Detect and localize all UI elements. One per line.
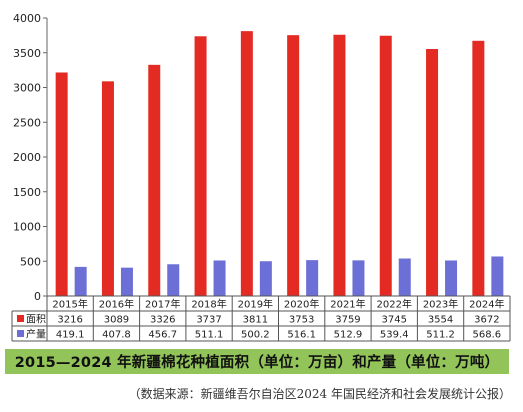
bar-output bbox=[445, 260, 458, 296]
data-value-label: 3554 bbox=[428, 315, 453, 326]
data-value-label: 3737 bbox=[196, 315, 221, 326]
bar-output bbox=[259, 261, 272, 296]
bars bbox=[55, 31, 504, 297]
y-tick-label: 3500 bbox=[13, 47, 41, 60]
bar-area bbox=[101, 81, 114, 296]
bar-area bbox=[472, 40, 485, 296]
legend-label: 面积 bbox=[26, 314, 46, 326]
bar-output bbox=[306, 260, 319, 296]
legend-label: 产量 bbox=[26, 328, 46, 341]
caption-bar: 2015—2024 年新疆棉花种植面积（单位：万亩）和产量（单位：万吨） bbox=[5, 349, 509, 374]
data-value-label: 419.1 bbox=[56, 330, 85, 341]
x-category-label: 2016年 bbox=[99, 298, 134, 311]
data-value-label: 456.7 bbox=[148, 330, 177, 341]
y-tick-label: 2000 bbox=[13, 151, 41, 164]
data-value-label: 3326 bbox=[150, 315, 175, 326]
legend-swatch bbox=[17, 315, 24, 322]
bar-area bbox=[148, 64, 161, 296]
bar-area bbox=[379, 35, 392, 296]
data-value-label: 511.2 bbox=[426, 330, 455, 341]
x-category-label: 2020年 bbox=[284, 298, 319, 311]
data-value-label: 516.1 bbox=[287, 330, 316, 341]
bar-output bbox=[120, 267, 133, 296]
x-category-label: 2022年 bbox=[377, 298, 412, 311]
x-category-label: 2015年 bbox=[52, 298, 87, 311]
data-value-label: 539.4 bbox=[380, 330, 409, 341]
data-value-label: 3216 bbox=[57, 315, 82, 326]
y-tick-label: 1000 bbox=[13, 221, 41, 234]
y-tick-label: 4000 bbox=[13, 12, 41, 25]
x-category-label: 2019年 bbox=[238, 298, 273, 311]
y-axis: 0 500 1000 1500 2000 2500 3000 3500 4000 bbox=[13, 12, 48, 303]
bar-area bbox=[194, 36, 207, 296]
data-value-label: 500.2 bbox=[241, 330, 270, 341]
bar-area bbox=[426, 48, 439, 296]
chart-title: 2015—2024 年新疆棉花种植面积（单位：万亩）和产量（单位：万吨） bbox=[14, 355, 500, 371]
x-category-label: 2017年 bbox=[145, 298, 180, 311]
bar-area bbox=[55, 72, 68, 296]
source-note: （数据来源：新疆维吾尔自治区2024 年国民经济和社会发展统计公报） bbox=[128, 387, 511, 401]
bar-area bbox=[333, 34, 346, 296]
bar-output bbox=[167, 264, 180, 296]
data-value-label: 3759 bbox=[335, 315, 360, 326]
data-value-label: 512.9 bbox=[334, 330, 363, 341]
data-value-label: 511.1 bbox=[195, 330, 224, 341]
x-category-label: 2021年 bbox=[330, 298, 365, 311]
bar-output bbox=[213, 260, 226, 296]
y-tick-label: 1500 bbox=[13, 186, 41, 199]
bar-output bbox=[398, 258, 411, 296]
data-value-label: 3811 bbox=[243, 315, 268, 326]
bar-output bbox=[352, 260, 365, 296]
data-value-label: 407.8 bbox=[102, 330, 131, 341]
x-category-label: 2024年 bbox=[469, 298, 504, 311]
y-tick-label: 0 bbox=[34, 290, 41, 303]
bar-area bbox=[287, 35, 300, 296]
data-value-label: 3089 bbox=[104, 315, 129, 326]
bar-area bbox=[240, 31, 253, 297]
x-category-label: 2023年 bbox=[423, 298, 458, 311]
bar-output bbox=[491, 256, 504, 296]
bar-output bbox=[74, 266, 87, 296]
data-value-label: 3745 bbox=[382, 315, 407, 326]
y-tick-label: 500 bbox=[20, 255, 41, 268]
y-tick-label: 2500 bbox=[13, 116, 41, 129]
x-category-label: 2018年 bbox=[191, 298, 226, 311]
data-value-label: 3672 bbox=[474, 315, 499, 326]
data-value-label: 3753 bbox=[289, 315, 314, 326]
y-tick-label: 3000 bbox=[13, 82, 41, 95]
legend-swatch bbox=[17, 330, 24, 337]
data-table: 2015年 2016年 2017年 2018年 2019年 2020年 2021年 2022年… bbox=[11, 295, 511, 342]
data-value-label: 568.6 bbox=[473, 330, 502, 341]
